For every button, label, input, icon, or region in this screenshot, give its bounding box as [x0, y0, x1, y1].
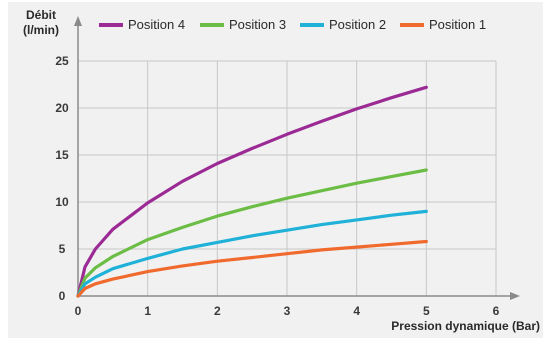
series-line-position-3 — [76, 168, 428, 298]
x-tick-label: 6 — [493, 304, 500, 318]
legend-label-2: Position 3 — [229, 17, 286, 32]
legend-label-4: Position 1 — [429, 17, 486, 32]
x-tick-label: 1 — [144, 304, 151, 318]
x-tick-label: 3 — [284, 304, 291, 318]
series-line-position-4 — [76, 85, 428, 298]
y-tick-label: 25 — [55, 54, 69, 68]
x-tick-label: 5 — [423, 304, 430, 318]
y-axis-title-line1: Débit — [26, 8, 56, 22]
y-tick-label: 10 — [55, 195, 69, 209]
legend-swatch-3 — [300, 23, 324, 27]
axes — [74, 16, 520, 300]
x-tick-label: 0 — [75, 304, 82, 318]
tick-labels: 0 1 2 3 4 5 6 0 5 10 15 20 25 — [55, 54, 499, 318]
x-tick-label: 4 — [353, 304, 360, 318]
grid — [78, 60, 497, 296]
y-axis-title-line2: (l/min) — [23, 23, 59, 37]
x-tick-label: 2 — [214, 304, 221, 318]
y-tick-label: 5 — [59, 242, 66, 256]
y-tick-label: 15 — [55, 148, 69, 162]
series-line-position-1 — [76, 239, 428, 298]
chart-panel: 0 1 2 3 4 5 6 0 5 10 15 20 25 Position 4 Position 3 Po… — [8, 2, 543, 338]
legend-label-1: Position 4 — [128, 17, 185, 32]
legend-swatch-2 — [200, 23, 224, 27]
legend-label-3: Position 2 — [329, 17, 386, 32]
x-axis-arrow — [510, 292, 520, 300]
legend-swatch-1 — [99, 23, 123, 27]
y-axis-arrow — [74, 16, 82, 26]
series-line-position-2 — [76, 209, 428, 298]
y-tick-label: 20 — [55, 101, 69, 115]
series-lines — [76, 85, 428, 298]
y-tick-label: 0 — [59, 289, 66, 303]
legend-swatch-4 — [400, 23, 424, 27]
legend: Position 4 Position 3 Position 2 Position 1 — [99, 17, 486, 32]
x-axis-title: Pression dynamique (Bar) — [391, 319, 540, 333]
